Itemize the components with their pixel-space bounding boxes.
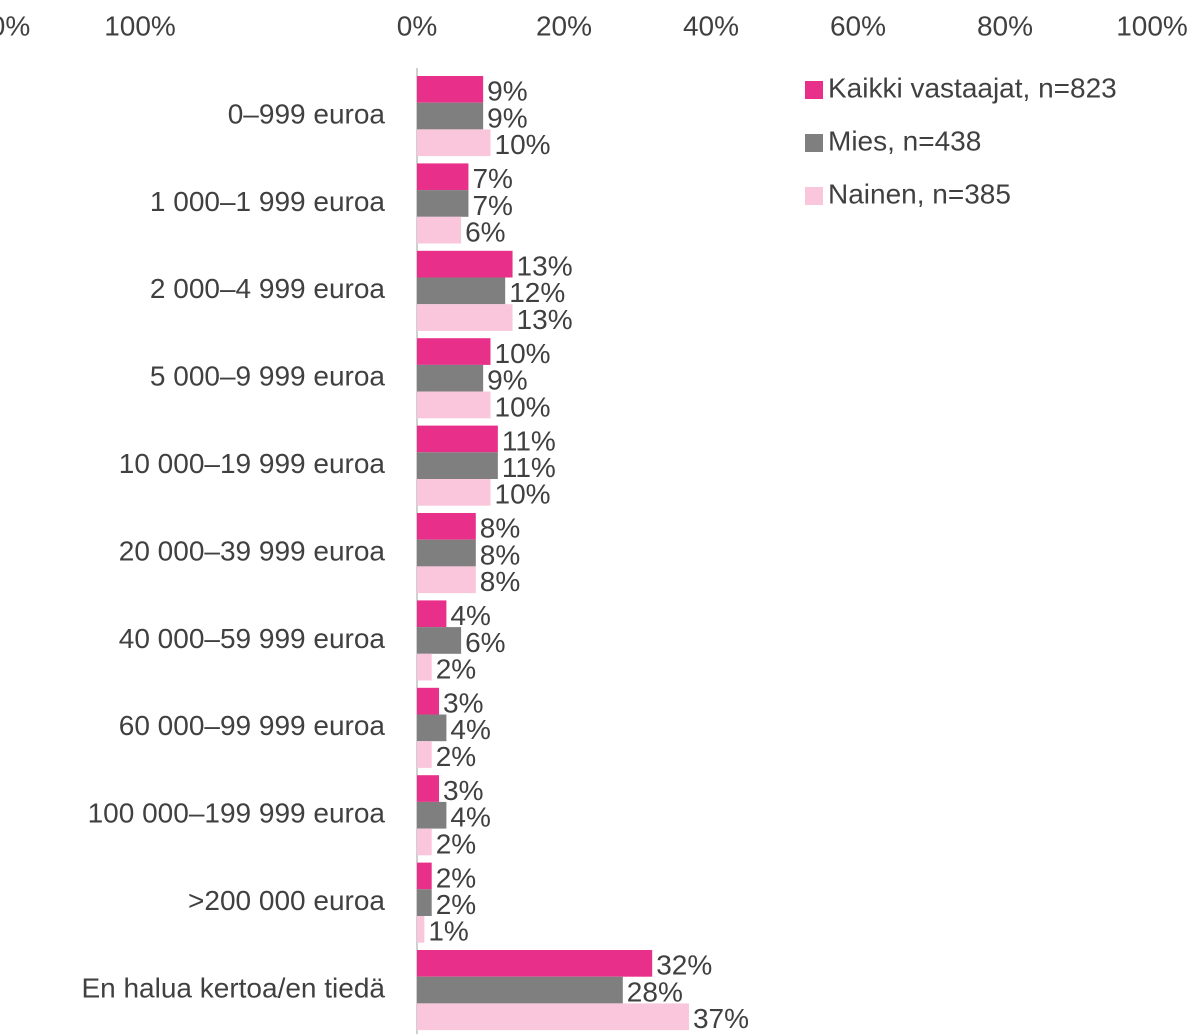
value-label: 10%: [495, 338, 551, 369]
value-label: 2%: [436, 741, 476, 772]
bar: [417, 916, 425, 943]
value-label: 13%: [517, 251, 573, 282]
bar: [417, 76, 484, 103]
value-label: 32%: [656, 950, 712, 981]
value-label: 3%: [443, 775, 483, 806]
value-label: 7%: [472, 163, 512, 194]
bar: [417, 452, 498, 479]
value-label: 9%: [487, 102, 527, 133]
category-label: 1 000–1 999 euroa: [150, 186, 386, 217]
value-label: 2%: [436, 862, 476, 893]
bar: [417, 950, 653, 977]
bar: [417, 889, 432, 916]
legend-label: Mies, n=438: [828, 125, 981, 156]
category-label: 10 000–19 999 euroa: [119, 448, 386, 479]
value-label: 11%: [502, 425, 556, 456]
legend-label: Nainen, n=385: [828, 178, 1011, 209]
legend-swatch: [805, 134, 823, 152]
bar: [417, 687, 440, 715]
value-label: 8%: [480, 539, 520, 570]
value-label: 4%: [450, 802, 490, 833]
bar: [417, 828, 432, 856]
bar: [417, 539, 476, 567]
bar: [417, 513, 476, 540]
category-label: 40 000–59 999 euroa: [119, 623, 386, 654]
value-label: 9%: [487, 365, 527, 396]
bar: [417, 190, 469, 217]
value-label: 8%: [480, 513, 520, 544]
value-label: 4%: [450, 714, 490, 745]
bar: [417, 216, 462, 244]
value-label: 10%: [495, 479, 551, 510]
value-label: 37%: [693, 1003, 749, 1034]
value-label: 3%: [443, 688, 483, 719]
value-label: 6%: [465, 627, 505, 658]
value-label: 28%: [627, 976, 683, 1007]
x-tick-label: 80%: [977, 10, 1033, 41]
value-label: 4%: [450, 600, 490, 631]
value-label: 12%: [509, 277, 565, 308]
value-label: 10%: [495, 391, 551, 422]
category-label: 20 000–39 999 euroa: [119, 535, 386, 566]
partial-axis-label: 100%: [104, 10, 176, 41]
bar: [417, 741, 432, 768]
value-label: 11%: [502, 452, 556, 483]
bar: [417, 479, 491, 506]
bar: [417, 277, 506, 305]
x-tick-label: 40%: [683, 10, 739, 41]
x-tick-label: 0%: [397, 10, 437, 41]
value-label: 2%: [436, 828, 476, 859]
bar: [417, 627, 462, 654]
value-label: 2%: [436, 654, 476, 685]
bar: [417, 653, 432, 681]
category-label: En halua kertoa/en tiedä: [81, 972, 385, 1003]
x-tick-label: 20%: [536, 10, 592, 41]
bar: [417, 338, 491, 365]
category-label: 5 000–9 999 euroa: [150, 361, 386, 392]
bar: [417, 102, 484, 130]
category-label: 0–999 euroa: [228, 98, 386, 129]
category-label: 100 000–199 999 euroa: [88, 798, 386, 829]
bar: [417, 862, 432, 890]
x-tick-label: 60%: [830, 10, 886, 41]
bar: [417, 304, 513, 331]
bar: [417, 425, 498, 453]
x-tick-label: 100%: [1116, 10, 1188, 41]
bar: [417, 163, 469, 191]
legend-swatch: [805, 187, 823, 205]
bar: [417, 775, 440, 802]
value-label: 9%: [487, 76, 527, 107]
value-label: 7%: [472, 190, 512, 221]
partial-axis-label: 0%: [0, 10, 30, 41]
legend-swatch: [805, 81, 823, 99]
bar: [417, 1003, 689, 1031]
bar: [417, 364, 484, 392]
bar: [417, 250, 513, 278]
category-label: >200 000 euroa: [188, 885, 385, 916]
bar: [417, 801, 447, 829]
value-label: 1%: [428, 916, 468, 947]
value-label: 13%: [517, 304, 573, 335]
bar: [417, 129, 491, 157]
bar: [417, 976, 623, 1004]
legend-label: Kaikki vastaajat, n=823: [828, 72, 1117, 103]
category-label: 60 000–99 999 euroa: [119, 710, 386, 741]
bar: [417, 600, 447, 628]
bar: [417, 714, 447, 742]
value-label: 10%: [495, 129, 551, 160]
value-label: 8%: [480, 566, 520, 597]
category-label: 2 000–4 999 euroa: [150, 273, 386, 304]
value-label: 6%: [465, 217, 505, 248]
bar: [417, 566, 476, 594]
bar: [417, 391, 491, 419]
value-label: 2%: [436, 889, 476, 920]
